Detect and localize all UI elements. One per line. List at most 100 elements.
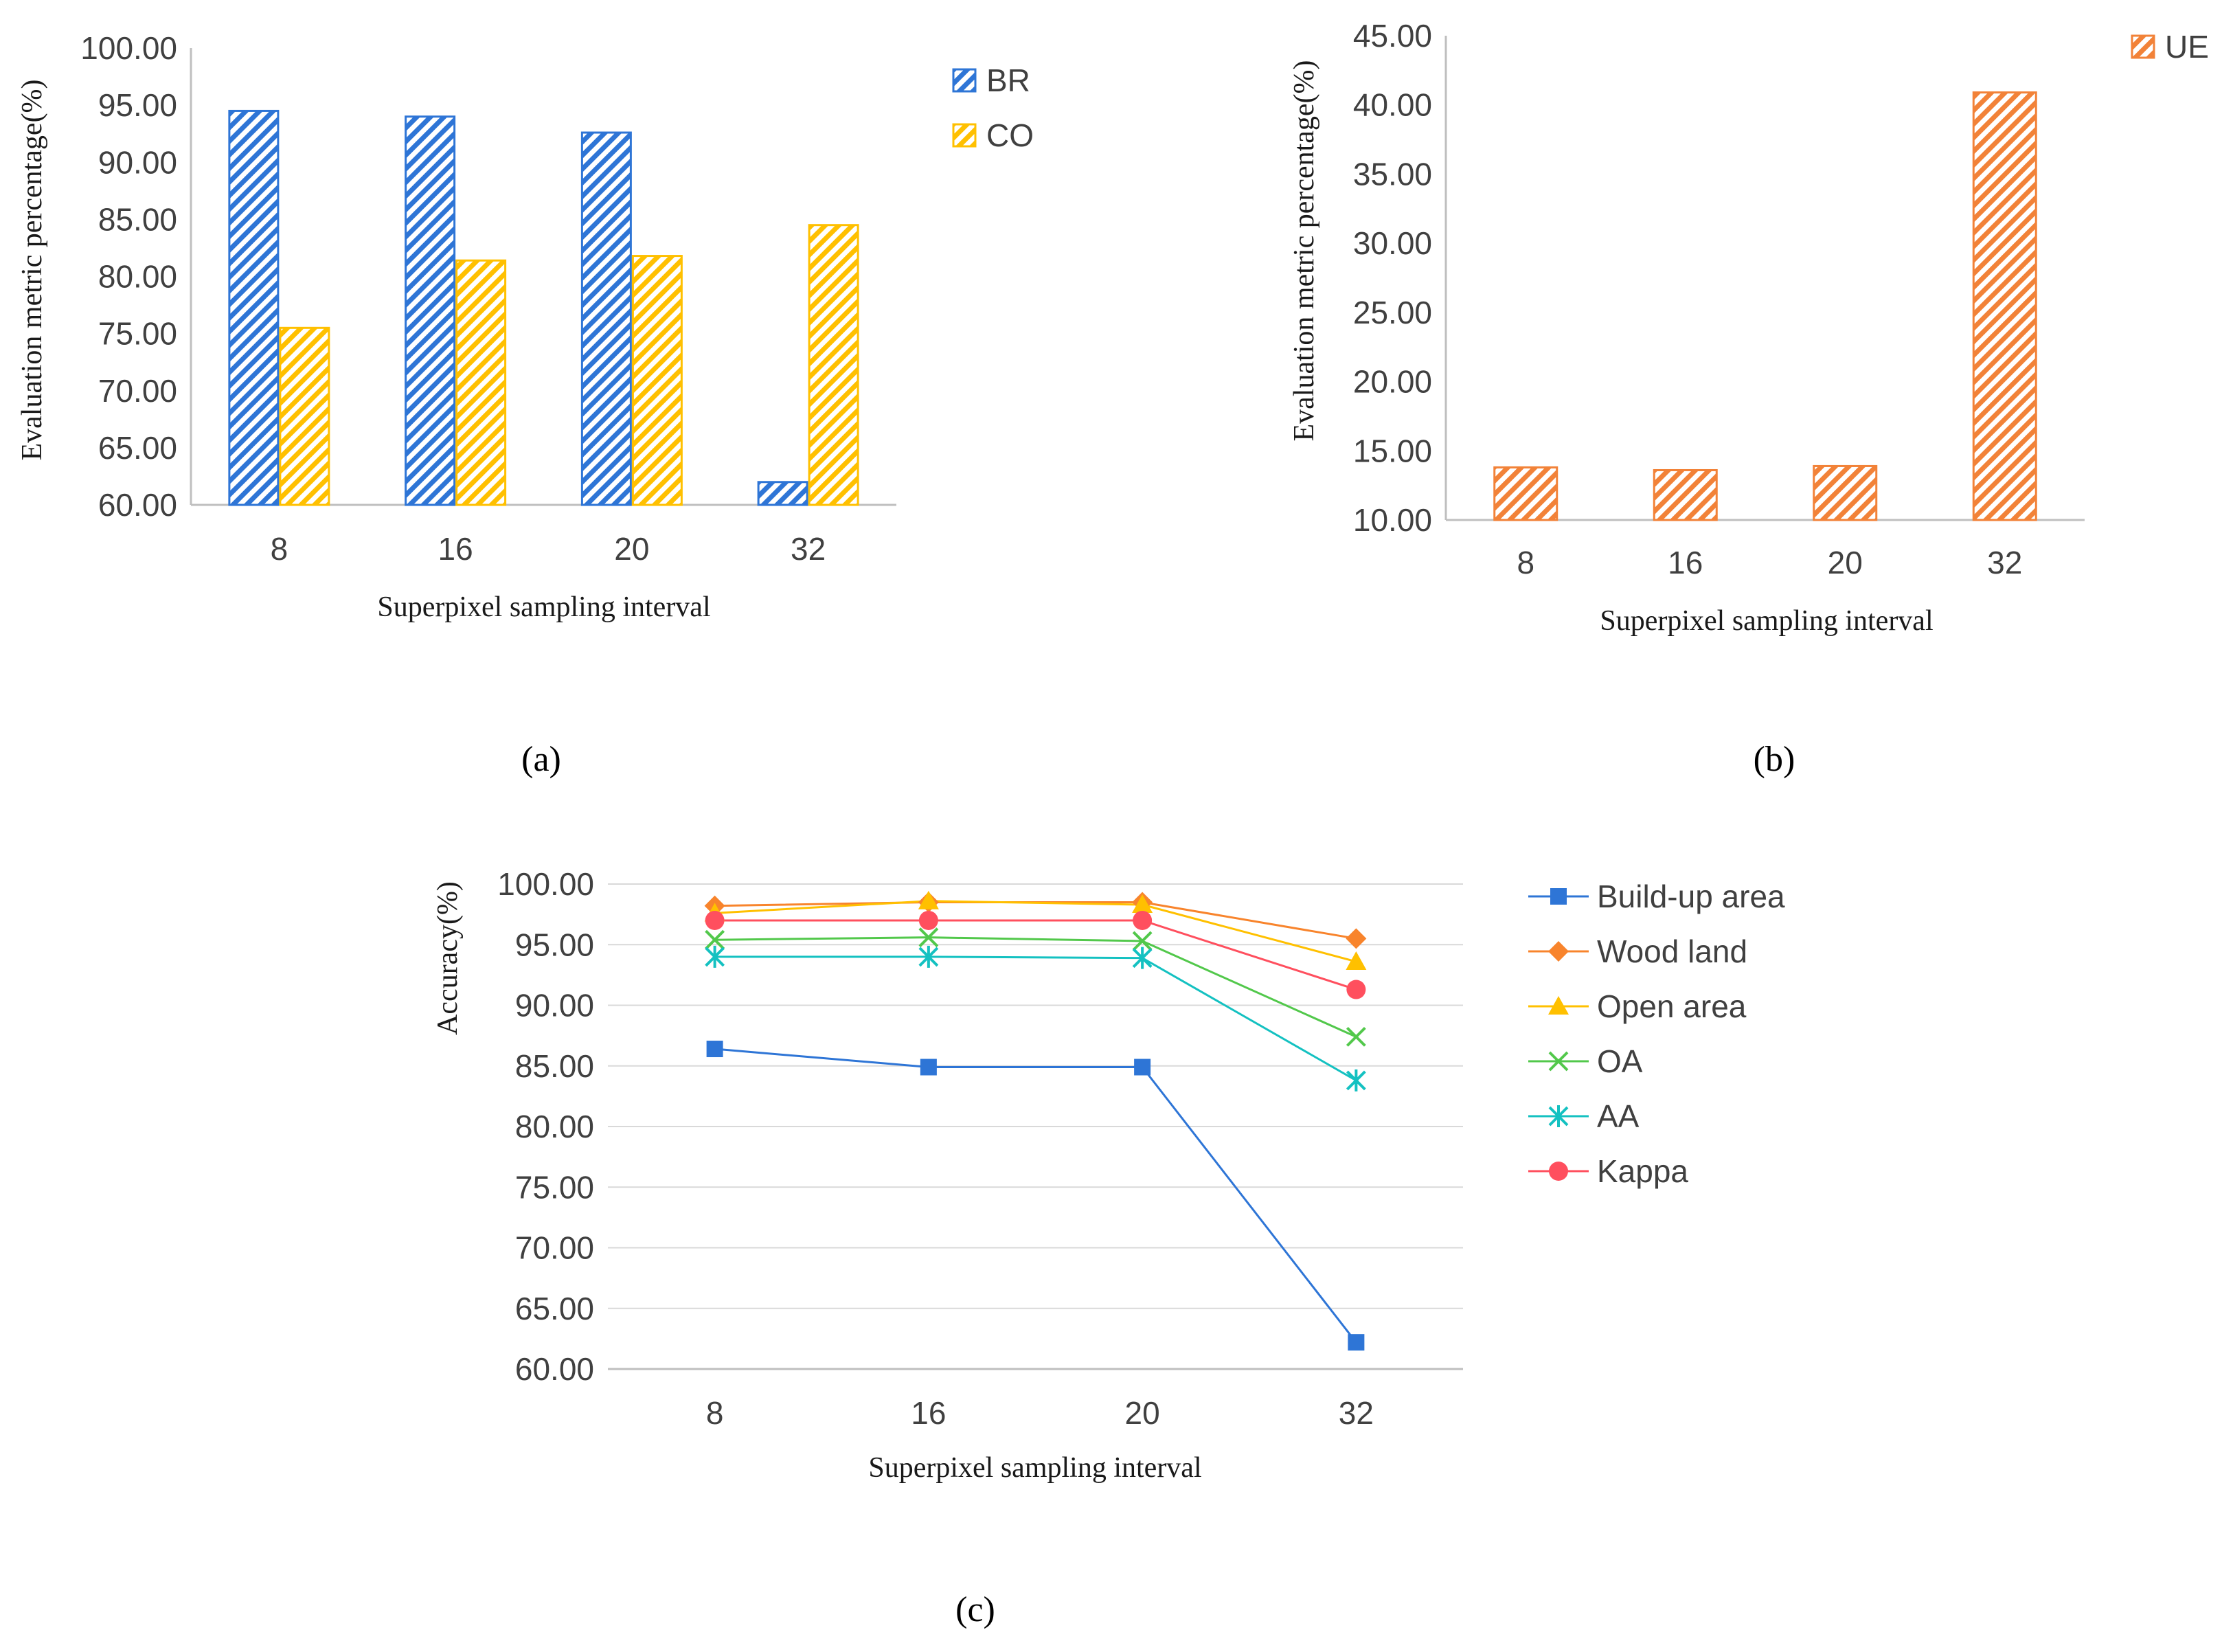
legend-marker-oa bbox=[1548, 1051, 1569, 1072]
bar-ue-8 bbox=[1493, 466, 1558, 521]
chart-b-y-tick-label: 45.00 bbox=[1353, 18, 1432, 54]
chart-c-y-tick-label: 85.00 bbox=[515, 1048, 594, 1084]
chart-b-y-tick-label: 25.00 bbox=[1353, 295, 1432, 330]
chart-a-x-axis-title: Superpixel sampling interval bbox=[377, 591, 710, 623]
line-kappa bbox=[714, 919, 1357, 991]
line-aa bbox=[714, 955, 1357, 1082]
point-kappa-8 bbox=[705, 910, 725, 930]
chart-a-y-tick-label: 60.00 bbox=[98, 487, 177, 523]
chart-b-y-tick-label: 40.00 bbox=[1353, 87, 1432, 123]
chart-c-y-tick-label: 65.00 bbox=[515, 1291, 594, 1326]
legend-swatch-co bbox=[952, 123, 977, 148]
chart-c-x-tick-label: 20 bbox=[1125, 1395, 1160, 1431]
legend-swatch-ue bbox=[2131, 34, 2155, 59]
point-wood-land-32 bbox=[1346, 928, 1367, 949]
bar-br-32 bbox=[757, 481, 808, 506]
line-oa bbox=[714, 936, 1357, 1038]
chart-a-y-tick-label: 75.00 bbox=[98, 316, 177, 352]
chart-b-x-tick-label: 8 bbox=[1517, 545, 1534, 580]
chart-b-y-tick-label: 10.00 bbox=[1353, 502, 1432, 538]
chart-c-x-tick-label: 32 bbox=[1339, 1395, 1374, 1431]
chart-b-x-tick-label: 20 bbox=[1828, 545, 1863, 580]
point-open-area-16 bbox=[918, 890, 939, 909]
legend-label-ue: UE bbox=[2165, 29, 2209, 65]
legend-label-aa: AA bbox=[1597, 1098, 1640, 1134]
bar-ue-16 bbox=[1653, 468, 1718, 521]
bar-br-16 bbox=[405, 115, 456, 506]
bar-br-20 bbox=[580, 131, 632, 506]
line-open-area bbox=[714, 900, 1357, 963]
chart-c-y-tick-label: 90.00 bbox=[515, 988, 594, 1023]
point-open-area-20 bbox=[1132, 894, 1153, 914]
chart-a-x-tick-label: 32 bbox=[791, 531, 826, 567]
chart-c-y-tick-label: 70.00 bbox=[515, 1230, 594, 1266]
point-oa-32 bbox=[1346, 1026, 1366, 1047]
bar-ue-20 bbox=[1813, 464, 1878, 521]
point-build-up-area-32 bbox=[1348, 1334, 1365, 1351]
chart-c-panel-label: (c) bbox=[955, 1590, 995, 1629]
chart-a-x-tick-label: 8 bbox=[271, 531, 288, 567]
chart-b-x-axis-title: Superpixel sampling interval bbox=[1600, 605, 1933, 637]
chart-a-x-tick-label: 16 bbox=[438, 531, 473, 567]
legend-marker-build-up-area bbox=[1550, 888, 1567, 905]
chart-c-y-tick-label: 80.00 bbox=[515, 1109, 594, 1144]
point-aa-8 bbox=[705, 945, 725, 968]
legend-label-br: BR bbox=[986, 63, 1030, 98]
point-aa-20 bbox=[1132, 947, 1153, 969]
bar-co-32 bbox=[808, 224, 859, 506]
chart-b-undersegmentation-error: 45.00 40.00 35.00 30.00 25.00 20.00 15.00 10.00… bbox=[1289, 18, 2209, 779]
bar-br-8 bbox=[228, 109, 280, 506]
point-build-up-area-20 bbox=[1134, 1059, 1151, 1076]
point-oa-8 bbox=[705, 929, 725, 950]
chart-b-x-tick-label: 16 bbox=[1668, 545, 1703, 580]
point-aa-32 bbox=[1346, 1069, 1366, 1091]
point-kappa-16 bbox=[918, 910, 938, 930]
legend-label-build-up-area: Build-up area bbox=[1597, 879, 1785, 914]
line-build-up-area bbox=[714, 1048, 1357, 1344]
bar-co-16 bbox=[455, 259, 507, 506]
point-oa-16 bbox=[918, 927, 939, 948]
legend-label-co: CO bbox=[986, 117, 1034, 153]
chart-c-x-tick-label: 8 bbox=[706, 1395, 724, 1431]
chart-a-y-tick-label: 80.00 bbox=[98, 259, 177, 295]
chart-b-x-tick-label: 32 bbox=[1987, 545, 2022, 580]
bar-co-20 bbox=[631, 255, 683, 506]
point-kappa-20 bbox=[1133, 910, 1153, 930]
point-oa-20 bbox=[1132, 931, 1153, 951]
chart-a-y-tick-label: 70.00 bbox=[98, 373, 177, 409]
chart-c-y-axis-title: Accuracy(%) bbox=[432, 881, 464, 1035]
chart-b-y-axis-title: Evaluation metric percentage(%) bbox=[1289, 60, 1320, 441]
chart-a-y-tick-label: 85.00 bbox=[98, 201, 177, 237]
point-open-area-32 bbox=[1346, 951, 1367, 970]
chart-c-x-tick-label: 16 bbox=[911, 1395, 946, 1431]
chart-a-evaluation-metrics: 100.00 95.00 90.00 85.00 80.00 75.00 70.00 65.0… bbox=[16, 30, 1034, 779]
chart-a-y-tick-label: 100.00 bbox=[80, 30, 177, 66]
chart-c-y-tick-label: 100.00 bbox=[497, 866, 594, 902]
chart-c-y-tick-label: 75.00 bbox=[515, 1169, 594, 1205]
chart-a-panel-label: (a) bbox=[521, 740, 561, 779]
legend-label-open-area: Open area bbox=[1597, 988, 1747, 1024]
chart-b-y-tick-label: 20.00 bbox=[1353, 364, 1432, 400]
chart-b-panel-label: (b) bbox=[1754, 740, 1795, 779]
bar-co-8 bbox=[279, 326, 330, 506]
legend-swatch-br bbox=[952, 68, 977, 93]
chart-a-y-tick-label: 90.00 bbox=[98, 144, 177, 180]
chart-a-y-tick-label: 95.00 bbox=[98, 87, 177, 123]
chart-a-x-tick-label: 20 bbox=[614, 531, 649, 567]
point-build-up-area-16 bbox=[920, 1059, 937, 1076]
legend-label-oa: OA bbox=[1597, 1043, 1643, 1079]
legend-marker-open-area bbox=[1548, 996, 1569, 1015]
chart-c-accuracy: 100.00 95.00 90.00 85.00 80.00 75.00 70.00 65.0… bbox=[432, 866, 1785, 1629]
point-kappa-32 bbox=[1346, 980, 1366, 999]
chart-c-y-tick-label: 95.00 bbox=[515, 927, 594, 962]
legend-marker-kappa bbox=[1549, 1162, 1568, 1181]
chart-b-y-tick-label: 15.00 bbox=[1353, 433, 1432, 468]
chart-a-y-tick-label: 65.00 bbox=[98, 430, 177, 466]
legend-marker-aa bbox=[1548, 1105, 1569, 1127]
point-build-up-area-8 bbox=[706, 1041, 723, 1058]
chart-a-y-axis-title: Evaluation metric percentage(%) bbox=[16, 79, 48, 460]
legend-label-wood-land: Wood land bbox=[1597, 934, 1747, 969]
chart-c-x-axis-title: Superpixel sampling interval bbox=[868, 1452, 1201, 1484]
point-aa-16 bbox=[918, 945, 939, 968]
